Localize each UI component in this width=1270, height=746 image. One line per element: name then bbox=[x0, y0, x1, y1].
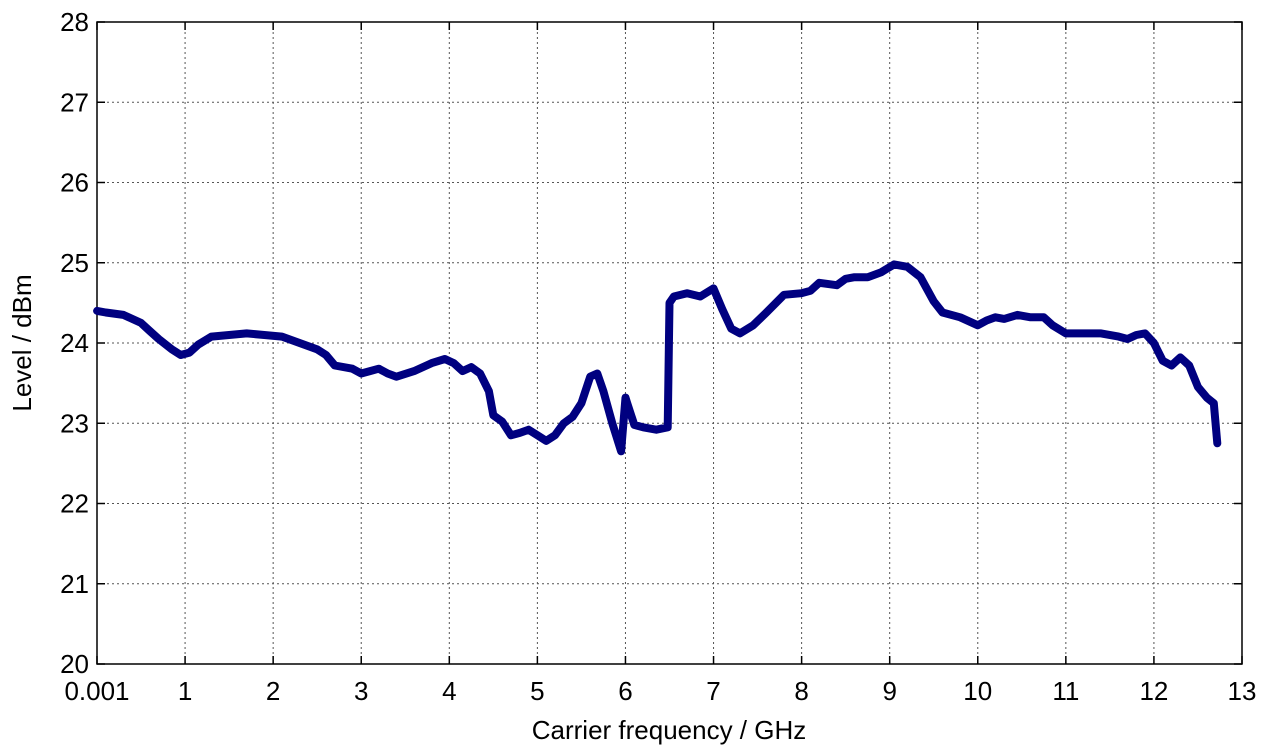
y-tick-label: 24 bbox=[60, 328, 89, 358]
x-tick-label: 10 bbox=[963, 676, 992, 706]
y-tick-label: 20 bbox=[60, 649, 89, 679]
x-axis-ticks: 0.001 1 2 3 4 5 6 7 8 9 10 11 12 13 bbox=[64, 22, 1256, 706]
x-tick-label: 8 bbox=[794, 676, 808, 706]
x-tick-label: 5 bbox=[530, 676, 544, 706]
x-tick-label: 7 bbox=[706, 676, 720, 706]
x-tick-label: 11 bbox=[1052, 676, 1079, 706]
x-tick-label: 0.001 bbox=[64, 676, 129, 706]
y-tick-label: 21 bbox=[60, 569, 89, 599]
y-tick-label: 25 bbox=[60, 248, 89, 278]
x-tick-label: 4 bbox=[442, 676, 456, 706]
grid-lines bbox=[97, 22, 1242, 664]
y-tick-label: 26 bbox=[60, 168, 89, 198]
x-tick-label: 2 bbox=[266, 676, 280, 706]
x-tick-label: 3 bbox=[354, 676, 368, 706]
x-tick-label: 12 bbox=[1139, 676, 1168, 706]
x-tick-label: 9 bbox=[882, 676, 896, 706]
x-tick-label: 13 bbox=[1228, 676, 1257, 706]
y-axis-ticks: 20 21 22 23 24 25 26 27 28 bbox=[60, 7, 1242, 679]
y-tick-label: 22 bbox=[60, 489, 89, 519]
y-axis-label: Level / dBm bbox=[7, 274, 37, 411]
x-tick-label: 6 bbox=[618, 676, 632, 706]
level-series-line bbox=[93, 260, 1222, 456]
x-tick-label: 1 bbox=[178, 676, 192, 706]
y-tick-label: 28 bbox=[60, 7, 89, 37]
y-tick-label: 23 bbox=[60, 408, 89, 438]
y-tick-label: 27 bbox=[60, 87, 89, 117]
x-axis-label: Carrier frequency / GHz bbox=[532, 715, 807, 745]
